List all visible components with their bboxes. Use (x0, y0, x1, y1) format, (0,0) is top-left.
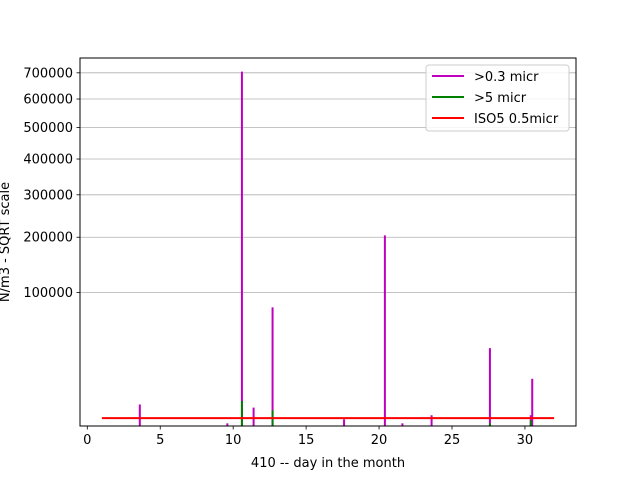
legend-label-1: >5 micr (474, 91, 527, 106)
plot-content (101, 71, 555, 426)
x-tick-label: 20 (371, 433, 388, 448)
legend-box (425, 64, 570, 132)
y-tick-label: 400000 (23, 153, 73, 168)
x-tick-label: 15 (298, 433, 315, 448)
y-tick-label: 200000 (23, 231, 73, 246)
plot-frame (79, 57, 577, 427)
x-tick-label: 25 (444, 433, 461, 448)
y-tick-label: 700000 (23, 66, 73, 81)
x-tick-label: 10 (225, 433, 242, 448)
x-tick-label: 5 (156, 433, 164, 448)
y-tick-label: 100000 (23, 286, 73, 301)
y-axis: 100000 200000 300000 400000 500000 600000 7000… (23, 66, 80, 301)
y-tick-label: 500000 (23, 121, 73, 136)
y-axis-label: N/m3 - SQRT scale (0, 182, 13, 302)
x-axis-label: 410 -- day in the month (251, 456, 405, 471)
series-0 (138, 71, 534, 426)
x-tick-label: 30 (517, 433, 534, 448)
legend: >0.3 micr >5 micr ISO5 0.5micr (425, 64, 570, 132)
x-axis: 0 5 10 15 20 25 30 (83, 426, 533, 448)
legend-label-2: ISO5 0.5micr (474, 112, 559, 127)
y-tick-label: 600000 (23, 93, 73, 108)
y-tick-label: 300000 (23, 188, 73, 203)
x-tick-label: 0 (83, 433, 91, 448)
legend-label-0: >0.3 micr (474, 70, 539, 85)
